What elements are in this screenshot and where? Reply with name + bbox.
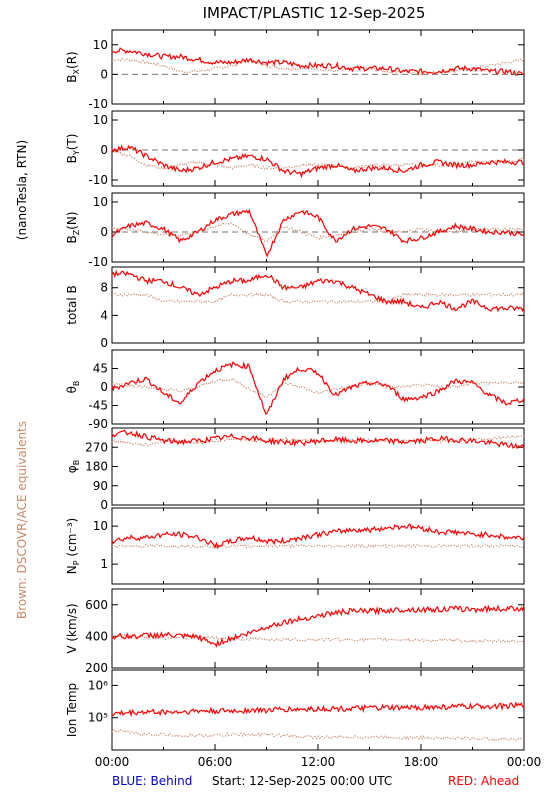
series-dscovr-ace bbox=[111, 543, 525, 549]
y-axis-label: BY(T) bbox=[65, 134, 81, 164]
series-dscovr-ace bbox=[111, 728, 525, 742]
x-tick-label: 06:00 bbox=[198, 755, 233, 769]
y-axis-label: V (km/s) bbox=[65, 603, 79, 653]
panel-bz-n-: 10 0 -10 BZ(N) bbox=[65, 192, 525, 269]
panel-theta-b: 45 0 -45 -90 θB bbox=[65, 349, 525, 431]
y-tick-label: 0 bbox=[100, 336, 108, 350]
series-ahead bbox=[111, 47, 525, 76]
y-tick-label: 200 bbox=[85, 661, 108, 675]
panel-frame bbox=[111, 588, 525, 669]
y-tick-label: 0 bbox=[100, 67, 108, 81]
x-tick-label: 18:00 bbox=[404, 755, 439, 769]
y-tick-label: 0 bbox=[100, 143, 108, 157]
series-ahead bbox=[111, 208, 525, 258]
panel-by-t-: 10 0 -10 BY(T) bbox=[65, 110, 525, 187]
series-dscovr-ace bbox=[111, 292, 525, 304]
y-axis-label: φB bbox=[65, 460, 81, 473]
x-tick-label: 00:00 bbox=[95, 755, 130, 769]
panel-frame bbox=[111, 349, 525, 425]
panel-v-km-s-: 600 400 200 V (km/s) bbox=[65, 588, 525, 675]
panel-phi-b: 270 180 90 0 φB bbox=[65, 427, 525, 512]
y-tick-label: 270 bbox=[85, 440, 108, 454]
panel-np-cm-3-: 10 1 NP (cm⁻³) bbox=[65, 507, 525, 585]
y-tick-label: 10⁵ bbox=[88, 711, 108, 725]
panel-frame bbox=[111, 29, 525, 105]
panels-group: 100-10BX(R)100-10BY(T)100-10BZ(N)840tota… bbox=[65, 29, 525, 751]
series-dscovr-ace bbox=[111, 222, 525, 243]
panel-bx-r-: 10 0 -10 BX(R) bbox=[65, 29, 525, 111]
y-tick-label: 0 bbox=[100, 380, 108, 394]
series-ahead bbox=[111, 604, 525, 648]
series-ahead bbox=[111, 523, 525, 550]
series-dscovr-ace bbox=[111, 57, 525, 76]
y-tick-label: 10 bbox=[93, 38, 108, 52]
y-axis-label: total B bbox=[65, 285, 79, 325]
y-tick-label: -10 bbox=[88, 173, 108, 187]
y-tick-label: 10 bbox=[93, 519, 108, 533]
y-tick-label: 600 bbox=[85, 598, 108, 612]
y-tick-label: 45 bbox=[93, 362, 108, 376]
x-tick-label: 00:00 bbox=[507, 755, 542, 769]
y-tick-label: -10 bbox=[88, 255, 108, 269]
y-tick-label: -90 bbox=[88, 417, 108, 431]
x-axis: 00:00 06:00 12:00 18:00 00:00 bbox=[95, 755, 542, 769]
panel-total-b: 8 4 0 total B bbox=[65, 266, 525, 350]
y-axis-label: Ion Temp bbox=[65, 683, 79, 737]
y-tick-label: 10 bbox=[93, 195, 108, 209]
y-tick-label: 180 bbox=[85, 460, 108, 474]
series-dscovr-ace bbox=[111, 434, 525, 447]
y-axis-label: NP (cm⁻³) bbox=[65, 518, 81, 574]
x-tick-label: 12:00 bbox=[301, 755, 336, 769]
y-tick-label: 90 bbox=[93, 479, 108, 493]
series-dscovr-ace bbox=[111, 149, 525, 171]
series-ahead bbox=[111, 361, 525, 416]
series-dscovr-ace bbox=[111, 377, 525, 398]
footer-blue: BLUE: Behind bbox=[112, 774, 192, 788]
y-tick-label: -10 bbox=[88, 97, 108, 111]
series-dscovr-ace bbox=[111, 633, 525, 644]
y-tick-label: 10 bbox=[93, 113, 108, 127]
panel-frame bbox=[111, 669, 525, 751]
series-ahead bbox=[111, 269, 525, 313]
series-ahead bbox=[111, 429, 525, 450]
units-label: (nanoTesla, RTN) bbox=[15, 140, 29, 240]
y-tick-label: 0 bbox=[100, 498, 108, 512]
series-ahead bbox=[111, 144, 525, 179]
y-tick-label: 1 bbox=[100, 557, 108, 571]
y-tick-label: 10⁶ bbox=[88, 678, 108, 692]
y-tick-label: 0 bbox=[100, 225, 108, 239]
equiv-label: Brown: DSCOVR/ACE equivalents bbox=[15, 421, 29, 619]
footer-red: RED: Ahead bbox=[448, 774, 519, 788]
series-ahead bbox=[111, 701, 525, 718]
panel-ion-temp: 10⁶ 10⁵ Ion Temp bbox=[65, 669, 525, 751]
y-tick-label: -45 bbox=[88, 399, 108, 413]
y-axis-label: BZ(N) bbox=[65, 211, 81, 243]
chart-title: IMPACT/PLASTIC 12-Sep-2025 bbox=[203, 4, 426, 22]
footer-start: Start: 12-Sep-2025 00:00 UTC bbox=[212, 774, 392, 788]
panel-frame bbox=[111, 110, 525, 187]
y-tick-label: 4 bbox=[100, 308, 108, 322]
y-axis-label: θB bbox=[65, 381, 81, 394]
y-tick-label: 400 bbox=[85, 629, 108, 643]
y-tick-label: 8 bbox=[100, 281, 108, 295]
y-axis-label: BX(R) bbox=[65, 51, 81, 82]
